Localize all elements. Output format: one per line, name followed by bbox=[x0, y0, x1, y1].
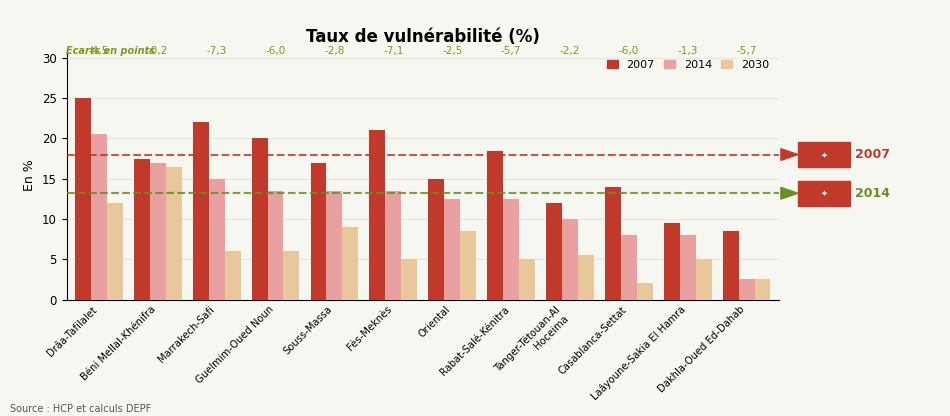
Bar bbox=[134, 158, 150, 300]
Text: -7,1: -7,1 bbox=[383, 46, 404, 56]
Text: ✦: ✦ bbox=[821, 150, 827, 159]
Bar bbox=[664, 223, 680, 300]
Bar bbox=[723, 231, 739, 300]
Text: -2,8: -2,8 bbox=[324, 46, 345, 56]
Bar bbox=[165, 167, 181, 300]
Bar bbox=[578, 255, 594, 300]
Text: -5,7: -5,7 bbox=[736, 46, 757, 56]
Bar bbox=[268, 191, 283, 300]
Bar bbox=[283, 251, 299, 300]
Bar bbox=[342, 227, 358, 300]
Text: -5,7: -5,7 bbox=[501, 46, 522, 56]
Text: -4,5: -4,5 bbox=[88, 46, 109, 56]
Y-axis label: En %: En % bbox=[24, 159, 36, 191]
Bar bbox=[75, 98, 91, 300]
Bar bbox=[636, 283, 653, 300]
Bar bbox=[695, 259, 712, 300]
Bar bbox=[150, 163, 165, 300]
Bar bbox=[386, 191, 401, 300]
Bar bbox=[327, 191, 342, 300]
Legend: 2007, 2014, 2030: 2007, 2014, 2030 bbox=[602, 55, 773, 74]
Text: ✦: ✦ bbox=[821, 189, 827, 198]
Bar bbox=[370, 131, 386, 300]
Bar bbox=[428, 179, 445, 300]
Text: Ecarts en points: Ecarts en points bbox=[66, 46, 156, 56]
Bar bbox=[252, 139, 268, 300]
Bar bbox=[311, 163, 327, 300]
Bar bbox=[209, 179, 224, 300]
Text: -0,2: -0,2 bbox=[147, 46, 168, 56]
Bar bbox=[605, 187, 621, 300]
Text: -6,0: -6,0 bbox=[265, 46, 286, 56]
Bar bbox=[487, 151, 504, 300]
Bar bbox=[445, 199, 460, 300]
Text: 2007: 2007 bbox=[855, 148, 890, 161]
Bar bbox=[504, 199, 519, 300]
Bar bbox=[621, 235, 637, 300]
Bar bbox=[193, 122, 209, 300]
Bar bbox=[460, 231, 476, 300]
Bar bbox=[106, 203, 123, 300]
Bar bbox=[680, 235, 695, 300]
Text: -1,3: -1,3 bbox=[677, 46, 698, 56]
Bar bbox=[754, 280, 770, 300]
Bar bbox=[739, 280, 754, 300]
Text: 2014: 2014 bbox=[855, 187, 890, 200]
Bar bbox=[562, 219, 578, 300]
Bar bbox=[401, 259, 417, 300]
Text: -6,0: -6,0 bbox=[618, 46, 639, 56]
Bar bbox=[91, 134, 106, 300]
Text: -7,3: -7,3 bbox=[206, 46, 227, 56]
Text: -2,2: -2,2 bbox=[560, 46, 580, 56]
Text: -2,5: -2,5 bbox=[442, 46, 463, 56]
Bar bbox=[546, 203, 562, 300]
Bar bbox=[519, 259, 535, 300]
Bar bbox=[224, 251, 240, 300]
Text: Source : HCP et calculs DEPF: Source : HCP et calculs DEPF bbox=[10, 404, 151, 414]
Title: Taux de vulnérabilité (%): Taux de vulnérabilité (%) bbox=[306, 27, 540, 46]
